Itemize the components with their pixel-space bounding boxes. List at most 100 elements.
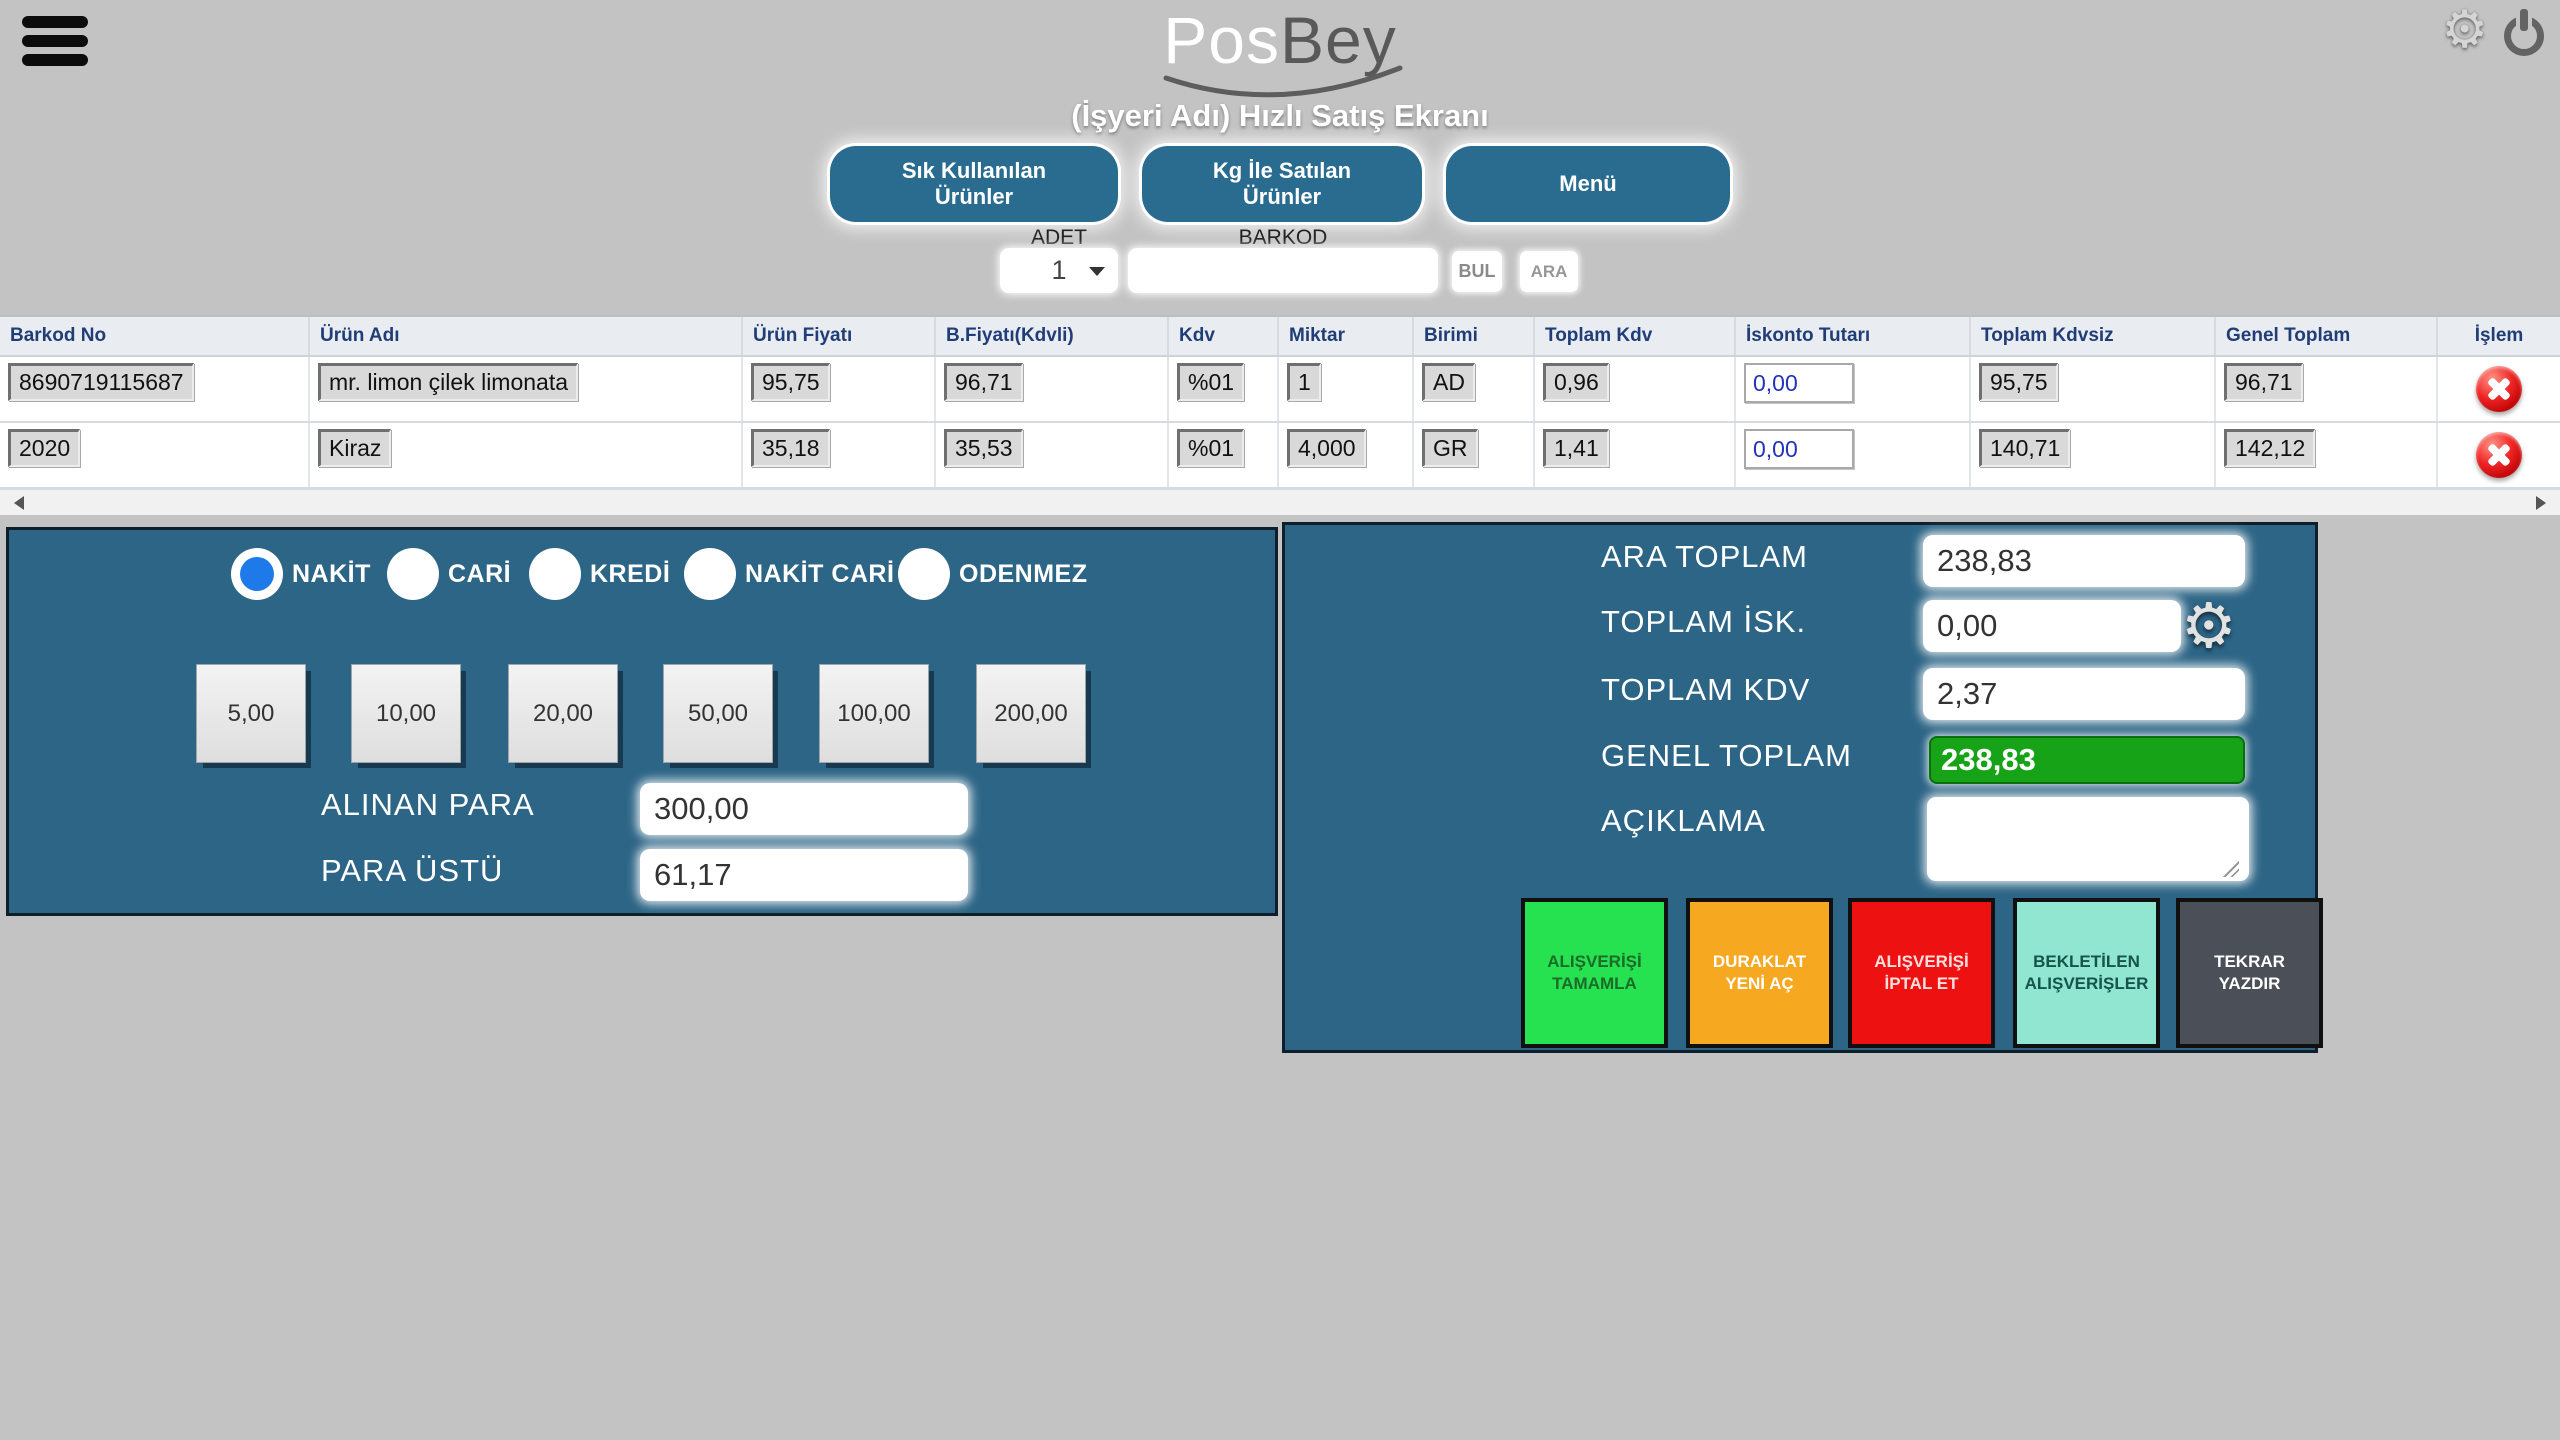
cash-50-button[interactable]: 50,00 — [663, 664, 773, 763]
scroll-right-icon[interactable] — [2536, 496, 2546, 510]
posbey-logo: PosBey — [1163, 3, 1397, 77]
sale-table: Barkod No Ürün Adı Ürün Fiyatı B.Fiyatı(… — [0, 315, 2560, 489]
cash-10-button[interactable]: 10,00 — [351, 664, 461, 763]
cell-toplam-kdv: 0,96 — [1543, 363, 1609, 401]
bul-button[interactable]: BUL — [1452, 251, 1502, 292]
radio-nakit-cari[interactable]: NAKİT CARİ — [684, 546, 894, 602]
col-kdv: Kdv — [1169, 317, 1279, 355]
toplam-kdv-value[interactable] — [1923, 668, 2245, 720]
kg-products-button[interactable]: Kg İle Satılan Ürünler — [1142, 146, 1422, 222]
reprint-button[interactable]: TEKRAR YAZDIR — [2176, 898, 2323, 1048]
chevron-down-icon — [1089, 267, 1105, 276]
table-row: 8690719115687 mr. limon çilek limonata 9… — [0, 357, 2560, 423]
toplam-isk-input[interactable] — [1923, 600, 2181, 652]
radio-circle[interactable] — [231, 548, 283, 600]
genel-toplam-label: GENEL TOPLAM — [1601, 738, 1852, 773]
table-horizontal-scrollbar[interactable] — [0, 489, 2560, 515]
iskonto-input[interactable] — [1744, 429, 1854, 469]
cell-toplam-kdvsiz: 140,71 — [1979, 429, 2071, 467]
cell-urun-fiyati: 95,75 — [751, 363, 830, 401]
table-header-row: Barkod No Ürün Adı Ürün Fiyatı B.Fiyatı(… — [0, 317, 2560, 357]
cell-urun-adi: mr. limon çilek limonata — [318, 363, 579, 401]
iskonto-input[interactable] — [1744, 363, 1854, 403]
toplam-isk-label: TOPLAM İSK. — [1601, 604, 1807, 639]
delete-row-icon[interactable] — [2476, 366, 2522, 412]
adet-label: ADET — [1030, 226, 1087, 249]
cell-birimi: GR — [1422, 429, 1478, 467]
aciklama-textarea[interactable] — [1927, 797, 2249, 881]
radio-kredi[interactable]: KREDİ — [529, 546, 670, 602]
ara-button[interactable]: ARA — [1520, 251, 1578, 292]
cash-5-button[interactable]: 5,00 — [196, 664, 306, 763]
menu-hamburger-icon[interactable] — [22, 16, 88, 73]
para-ustu-label: PARA ÜSTÜ — [321, 853, 504, 888]
cancel-sale-button[interactable]: ALIŞVERİŞİ İPTAL ET — [1848, 898, 1995, 1048]
radio-circle[interactable] — [387, 548, 439, 600]
barkod-label: BARKOD — [1238, 226, 1328, 249]
settings-gear-icon[interactable]: ⚙ — [2441, 0, 2488, 60]
alinan-para-input[interactable] — [640, 783, 968, 835]
cell-urun-adi: Kiraz — [318, 429, 392, 467]
col-toplam-kdv: Toplam Kdv — [1535, 317, 1736, 355]
radio-nakit[interactable]: NAKİT — [231, 546, 371, 602]
cash-20-button[interactable]: 20,00 — [508, 664, 618, 763]
ara-toplam-value[interactable] — [1923, 535, 2245, 587]
cell-kdv: %01 — [1177, 429, 1245, 467]
col-iskonto-tutari: İskonto Tutarı — [1736, 317, 1971, 355]
radio-odenmez[interactable]: ODENMEZ — [898, 546, 1088, 602]
para-ustu-input[interactable] — [640, 849, 968, 901]
adet-select[interactable]: 1 — [1000, 248, 1118, 293]
aciklama-label: AÇIKLAMA — [1601, 803, 1766, 838]
cell-kdv: %01 — [1177, 363, 1245, 401]
col-toplam-kdvsiz: Toplam Kdvsiz — [1971, 317, 2216, 355]
toplam-kdv-label: TOPLAM KDV — [1601, 672, 1811, 707]
genel-toplam-value — [1929, 736, 2245, 784]
col-b-fiyati: B.Fiyatı(Kdvli) — [936, 317, 1169, 355]
logo-swoosh — [1163, 65, 1403, 98]
cash-100-button[interactable]: 100,00 — [819, 664, 929, 763]
col-genel-toplam: Genel Toplam — [2216, 317, 2438, 355]
complete-sale-button[interactable]: ALIŞVERİŞİ TAMAMLA — [1521, 898, 1668, 1048]
radio-circle[interactable] — [529, 548, 581, 600]
col-urun-adi: Ürün Adı — [310, 317, 743, 355]
delete-row-icon[interactable] — [2476, 432, 2522, 478]
scroll-left-icon[interactable] — [14, 496, 24, 510]
menu-button[interactable]: Menü — [1446, 146, 1730, 222]
cell-toplam-kdvsiz: 95,75 — [1979, 363, 2058, 401]
cell-urun-fiyati: 35,18 — [751, 429, 830, 467]
radio-circle[interactable] — [898, 548, 950, 600]
frequent-products-button[interactable]: Sık Kullanılan Ürünler — [830, 146, 1118, 222]
barkod-input[interactable] — [1128, 248, 1438, 293]
cell-toplam-kdv: 1,41 — [1543, 429, 1609, 467]
table-row: 2020 Kiraz 35,18 35,53 %01 4,000 GR 1,41… — [0, 423, 2560, 489]
radio-cari[interactable]: CARİ — [387, 546, 511, 602]
ara-toplam-label: ARA TOPLAM — [1601, 539, 1808, 574]
alinan-para-label: ALINAN PARA — [321, 787, 535, 822]
col-islem: İşlem — [2474, 325, 2524, 346]
cell-miktar: 4,000 — [1287, 429, 1366, 467]
cell-genel-toplam: 96,71 — [2224, 363, 2303, 401]
adet-value: 1 — [1051, 255, 1067, 285]
cell-b-fiyati: 35,53 — [944, 429, 1023, 467]
cell-miktar: 1 — [1287, 363, 1321, 401]
page-title: (İşyeri Adı) Hızlı Satış Ekranı — [1071, 98, 1489, 133]
cell-genel-toplam: 142,12 — [2224, 429, 2316, 467]
col-birimi: Birimi — [1414, 317, 1535, 355]
cell-barkod: 8690719115687 — [8, 363, 194, 401]
power-icon[interactable] — [2504, 16, 2544, 56]
cash-200-button[interactable]: 200,00 — [976, 664, 1086, 763]
col-barkod-no: Barkod No — [0, 317, 310, 355]
nav-button-row: Sık Kullanılan Ürünler Kg İle Satılan Ür… — [0, 146, 2560, 222]
radio-circle[interactable] — [684, 548, 736, 600]
payment-panel: NAKİT CARİ KREDİ NAKİT CARİ ODENMEZ 5,00… — [6, 527, 1278, 916]
cell-barkod: 2020 — [8, 429, 81, 467]
col-miktar: Miktar — [1279, 317, 1414, 355]
cell-b-fiyati: 96,71 — [944, 363, 1023, 401]
totals-panel: ARA TOPLAM TOPLAM İSK. ⚙ TOPLAM KDV GENE… — [1282, 522, 2323, 1053]
col-urun-fiyati: Ürün Fiyatı — [743, 317, 936, 355]
held-sales-button[interactable]: BEKLETİLEN ALIŞVERİŞLER — [2013, 898, 2160, 1048]
cell-birimi: AD — [1422, 363, 1475, 401]
pause-open-new-button[interactable]: DURAKLAT YENİ AÇ — [1686, 898, 1833, 1048]
discount-gear-icon[interactable]: ⚙ — [2181, 589, 2237, 662]
